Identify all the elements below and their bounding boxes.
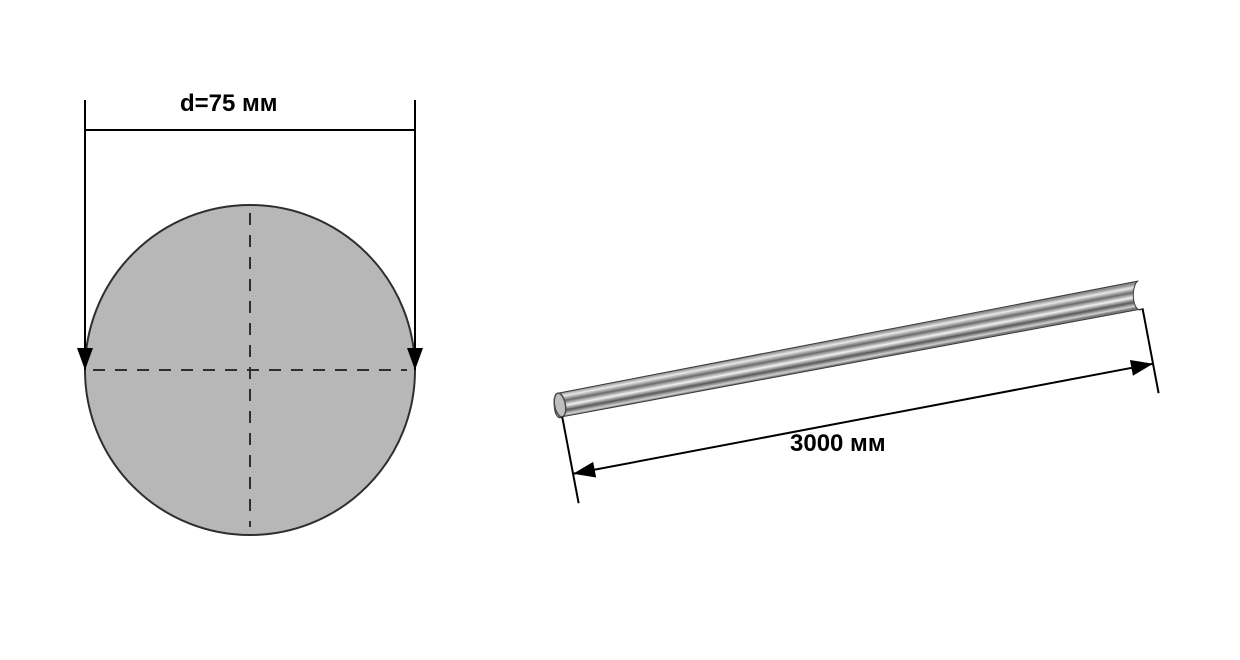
arrowhead-icon xyxy=(573,462,596,478)
cross-section xyxy=(85,205,415,535)
arrowhead-icon xyxy=(1130,360,1153,376)
diameter-dimension-label: d=75 мм xyxy=(180,90,278,118)
length-dimension-label: 3000 мм xyxy=(790,430,886,458)
diagram-canvas: d=75 мм 3000 мм xyxy=(0,0,1240,660)
rod-body xyxy=(554,281,1142,418)
rod-cylinder xyxy=(552,281,1142,418)
